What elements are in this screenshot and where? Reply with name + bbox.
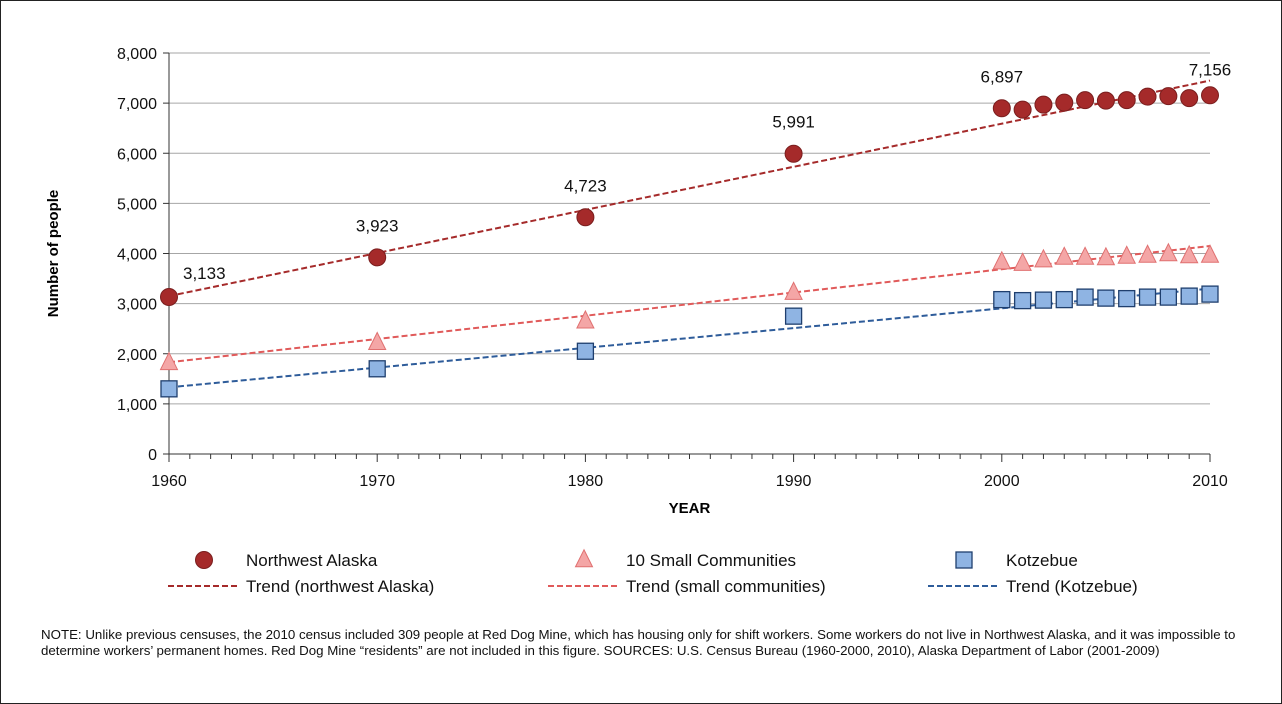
data-label: 5,991 <box>772 113 815 132</box>
x-tick-label: 2000 <box>984 473 1020 490</box>
data-point <box>784 144 803 163</box>
data-point <box>1138 288 1157 306</box>
data-point <box>1117 245 1137 264</box>
data-point <box>1138 87 1157 106</box>
data-point <box>576 208 595 227</box>
data-point <box>1096 246 1116 266</box>
x-tick-label: 1980 <box>568 473 604 490</box>
data-point <box>367 331 387 351</box>
x-axis-title: YEAR <box>669 500 711 517</box>
legend-entry: Trend (northwest Alaska) <box>246 577 434 596</box>
data-point <box>1055 290 1073 309</box>
data-point <box>1201 86 1219 105</box>
trend-line <box>168 79 1211 298</box>
data-point <box>1013 100 1032 119</box>
data-label: 7,156 <box>1189 60 1232 79</box>
x-tick-label: 1970 <box>359 473 395 490</box>
legend-entry: Kotzebue <box>1006 551 1078 570</box>
data-point <box>1159 288 1178 306</box>
data-point <box>1013 291 1032 310</box>
y-tick-label: 7,000 <box>117 96 157 113</box>
data-label: 3,923 <box>356 216 399 235</box>
data-point <box>1034 95 1053 114</box>
data-point <box>1159 242 1178 262</box>
data-label: 6,897 <box>981 67 1024 86</box>
data-point <box>1117 91 1136 110</box>
population-chart: 0 1,000 2,000 3,000 4,000 5,000 6,000 7,000 8,00… <box>45 46 1232 596</box>
legend-marker <box>195 551 213 569</box>
x-tick-label: 1960 <box>151 473 187 490</box>
legend-entry: Northwest Alaska <box>246 551 378 570</box>
figure-note: NOTE: Unlike previous censuses, the 2010… <box>41 627 1236 658</box>
data-point <box>1054 246 1074 265</box>
data-label: 4,723 <box>564 176 607 195</box>
y-tick-label: 5,000 <box>117 196 157 213</box>
legend-entry: Trend (small communities) <box>626 577 826 596</box>
data-point <box>1097 289 1115 307</box>
data-point <box>1076 288 1094 306</box>
data-point <box>1179 244 1199 264</box>
data-point <box>784 281 803 300</box>
data-point <box>1013 252 1032 271</box>
y-tick-label: 3,000 <box>117 297 157 314</box>
data-point <box>1075 246 1095 265</box>
y-axis-title: Number of people <box>45 190 62 318</box>
data-point <box>576 342 595 360</box>
x-tick-label: 2010 <box>1192 473 1228 490</box>
trend-line <box>168 244 1211 364</box>
y-tick-label: 0 <box>148 447 157 464</box>
data-point <box>1118 289 1136 308</box>
x-tick-label: 1990 <box>776 473 812 490</box>
data-label: 3,133 <box>183 264 226 283</box>
data-point <box>368 248 387 267</box>
y-tick-label: 1,000 <box>117 397 157 414</box>
data-point <box>992 99 1011 118</box>
data-point <box>1180 287 1198 305</box>
legend-entry: Trend (Kotzebue) <box>1006 577 1138 596</box>
legend-marker <box>574 548 594 568</box>
data-point <box>576 309 595 329</box>
data-point <box>992 250 1012 270</box>
data-point <box>993 290 1011 309</box>
trend-line <box>168 287 1211 389</box>
data-point <box>1055 93 1074 112</box>
data-point <box>1076 91 1095 110</box>
y-tick-label: 2,000 <box>117 347 157 364</box>
y-tick-label: 8,000 <box>117 46 157 63</box>
legend-entry: 10 Small Communities <box>626 551 796 570</box>
data-point <box>1200 244 1220 263</box>
data-point <box>160 287 178 306</box>
data-point <box>368 360 386 378</box>
data-point <box>1201 285 1219 303</box>
data-point <box>1096 91 1115 110</box>
data-point <box>1034 291 1053 309</box>
data-point <box>784 307 803 325</box>
data-point <box>1159 87 1178 106</box>
data-point <box>159 351 179 371</box>
legend-marker <box>955 551 973 569</box>
y-tick-label: 6,000 <box>117 146 157 163</box>
y-tick-label: 4,000 <box>117 247 157 264</box>
data-point <box>1138 244 1157 263</box>
data-point <box>160 380 178 398</box>
data-point <box>1034 248 1053 268</box>
data-point <box>1180 89 1199 108</box>
